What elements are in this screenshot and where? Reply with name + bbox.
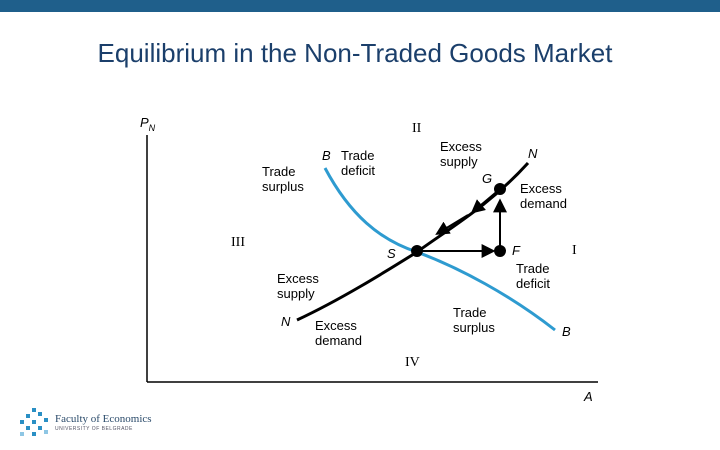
logo-subtitle: UNIVERSITY OF BELGRADE — [55, 426, 133, 432]
logo-name: Faculty of Economics — [55, 413, 152, 425]
trade-deficit-top-label: Trade deficit — [341, 148, 378, 178]
bb-curve-top-label: B — [322, 148, 331, 163]
trade-surplus-top-label: Trade surplus — [262, 164, 304, 194]
y-axis-label: PN — [140, 115, 156, 133]
bb-curve-bottom-label: B — [562, 324, 571, 339]
region-two-label: II — [412, 121, 422, 136]
point-s-label: S — [387, 246, 396, 261]
region-three-label: III — [231, 235, 245, 250]
faculty-logo-icon — [20, 408, 48, 436]
excess-demand-bottom-label: Excess demand — [315, 318, 362, 348]
trade-surplus-bottom-label: Trade surplus — [453, 305, 495, 335]
nn-curve-bottom-label: N — [281, 314, 291, 329]
excess-demand-g-label: Excess demand — [520, 181, 567, 211]
excess-supply-left-label: Excess supply — [277, 271, 323, 301]
arrow-mid-to-s — [435, 214, 469, 235]
region-four-label: IV — [405, 355, 420, 370]
region-one-label: I — [572, 243, 577, 258]
point-g — [494, 183, 506, 195]
point-g-label: G — [482, 171, 492, 186]
point-f — [494, 245, 506, 257]
x-axis-label: A — [583, 389, 593, 404]
nn-curve-top-label: N — [528, 146, 538, 161]
point-f-label: F — [512, 243, 521, 258]
excess-supply-top-label: Excess supply — [440, 139, 486, 169]
point-s — [411, 245, 423, 257]
trade-deficit-f-label: Trade deficit — [516, 261, 553, 291]
slide-title: Equilibrium in the Non-Traded Goods Mark… — [97, 38, 613, 68]
top-accent-bar — [0, 0, 720, 12]
nn-curve — [296, 161, 530, 322]
